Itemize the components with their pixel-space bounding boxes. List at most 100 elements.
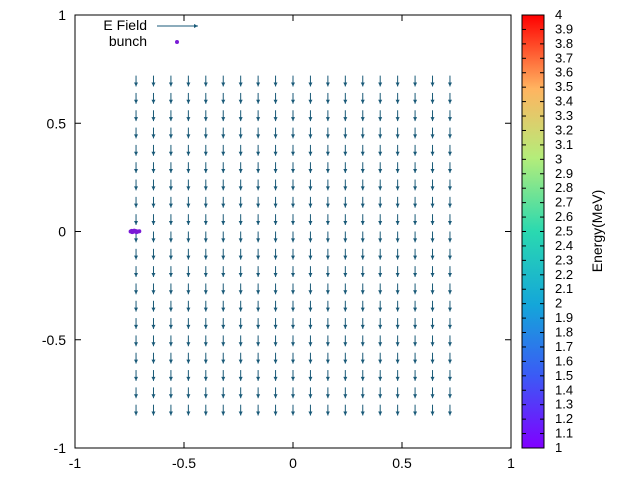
field-arrow — [308, 75, 313, 87]
field-arrow — [308, 266, 313, 277]
field-arrow — [291, 387, 295, 399]
field-arrow — [134, 300, 139, 312]
field-arrow — [325, 110, 330, 122]
field-arrow — [238, 248, 243, 260]
field-arrow — [413, 127, 418, 139]
field-arrow — [378, 335, 383, 347]
field-arrow — [308, 144, 313, 156]
field-arrow — [395, 404, 400, 416]
bunch-point — [134, 230, 139, 235]
legend-point-icon — [175, 40, 179, 44]
field-arrow — [430, 318, 435, 329]
field-arrow — [325, 248, 330, 260]
field-arrow — [221, 127, 226, 139]
field-arrow — [273, 92, 278, 104]
field-arrow — [256, 335, 261, 347]
field-arrow — [256, 162, 261, 174]
field-arrow — [413, 75, 418, 87]
field-arrow — [291, 266, 295, 277]
colorbar-tick-label: 1.6 — [555, 353, 573, 368]
field-arrow — [413, 370, 418, 381]
field-arrow — [325, 266, 330, 277]
colorbar-tick-label: 3.2 — [555, 122, 573, 137]
field-arrow — [360, 370, 365, 381]
colorbar-tick-label: 3.5 — [555, 79, 573, 94]
legend-arrow-icon — [157, 24, 198, 28]
field-arrow — [395, 179, 400, 191]
field-arrow — [447, 127, 452, 139]
field-arrow — [395, 352, 400, 364]
field-arrow — [430, 370, 435, 381]
field-arrow — [343, 404, 348, 416]
field-arrow — [360, 92, 365, 104]
field-arrow — [273, 127, 278, 139]
field-arrow — [256, 352, 261, 364]
field-arrow — [186, 127, 191, 139]
field-arrow — [151, 231, 156, 243]
field-arrow — [151, 352, 156, 364]
field-arrow — [360, 352, 365, 364]
field-arrow — [221, 196, 226, 208]
field-arrow — [413, 231, 418, 243]
field-arrow — [256, 75, 261, 87]
y-tick-label: 0.5 — [47, 115, 67, 131]
field-arrow — [343, 214, 348, 226]
field-arrow — [221, 162, 226, 174]
field-arrow — [291, 370, 295, 381]
field-arrow — [273, 248, 278, 260]
colorbar-tick-label: 1 — [555, 440, 562, 455]
field-arrow — [186, 335, 191, 347]
field-arrow — [343, 387, 348, 399]
field-arrow — [256, 144, 261, 156]
field-arrow — [308, 92, 313, 104]
field-arrow — [168, 179, 173, 191]
field-arrow — [413, 300, 418, 312]
field-arrow — [291, 283, 295, 295]
field-arrow — [325, 75, 330, 87]
field-arrow — [378, 283, 383, 295]
field-arrow — [325, 92, 330, 104]
field-arrow — [256, 231, 261, 243]
bunch-points — [128, 228, 142, 235]
field-arrow — [395, 127, 400, 139]
field-arrow — [378, 300, 383, 312]
field-arrow — [447, 214, 452, 226]
field-arrow — [325, 335, 330, 347]
field-arrow — [430, 283, 435, 295]
field-arrow — [378, 162, 383, 174]
field-arrow — [256, 387, 261, 399]
field-arrow — [395, 370, 400, 381]
field-arrow — [325, 144, 330, 156]
field-arrow — [291, 127, 295, 139]
field-arrow — [430, 162, 435, 174]
field-arrow — [343, 283, 348, 295]
colorbar-tick-label: 2.8 — [555, 180, 573, 195]
field-arrow — [168, 196, 173, 208]
field-arrow — [134, 75, 139, 87]
colorbar-tick-label: 3.3 — [555, 108, 573, 123]
field-arrow — [447, 248, 452, 260]
colorbar-tick-label: 2.1 — [555, 281, 573, 296]
field-arrow — [203, 162, 208, 174]
colorbar-ticks: 11.11.21.31.41.51.61.71.81.922.12.22.32.… — [522, 7, 573, 455]
field-arrow — [273, 300, 278, 312]
field-arrow — [256, 110, 261, 122]
field-arrow — [186, 92, 191, 104]
field-arrow — [168, 404, 173, 416]
field-arrow — [360, 75, 365, 87]
field-arrow — [343, 231, 348, 243]
field-arrow — [413, 162, 418, 174]
field-arrow — [378, 144, 383, 156]
field-arrow — [447, 231, 452, 243]
field-arrow — [308, 110, 313, 122]
field-arrow — [221, 144, 226, 156]
field-arrow — [360, 248, 365, 260]
colorbar-tick-label: 3.4 — [555, 94, 573, 109]
field-arrow — [238, 162, 243, 174]
field-arrow — [395, 92, 400, 104]
field-arrow — [378, 75, 383, 87]
field-arrow — [325, 196, 330, 208]
field-arrow — [413, 335, 418, 347]
field-arrow — [203, 300, 208, 312]
y-tick-label: 1 — [58, 7, 66, 23]
